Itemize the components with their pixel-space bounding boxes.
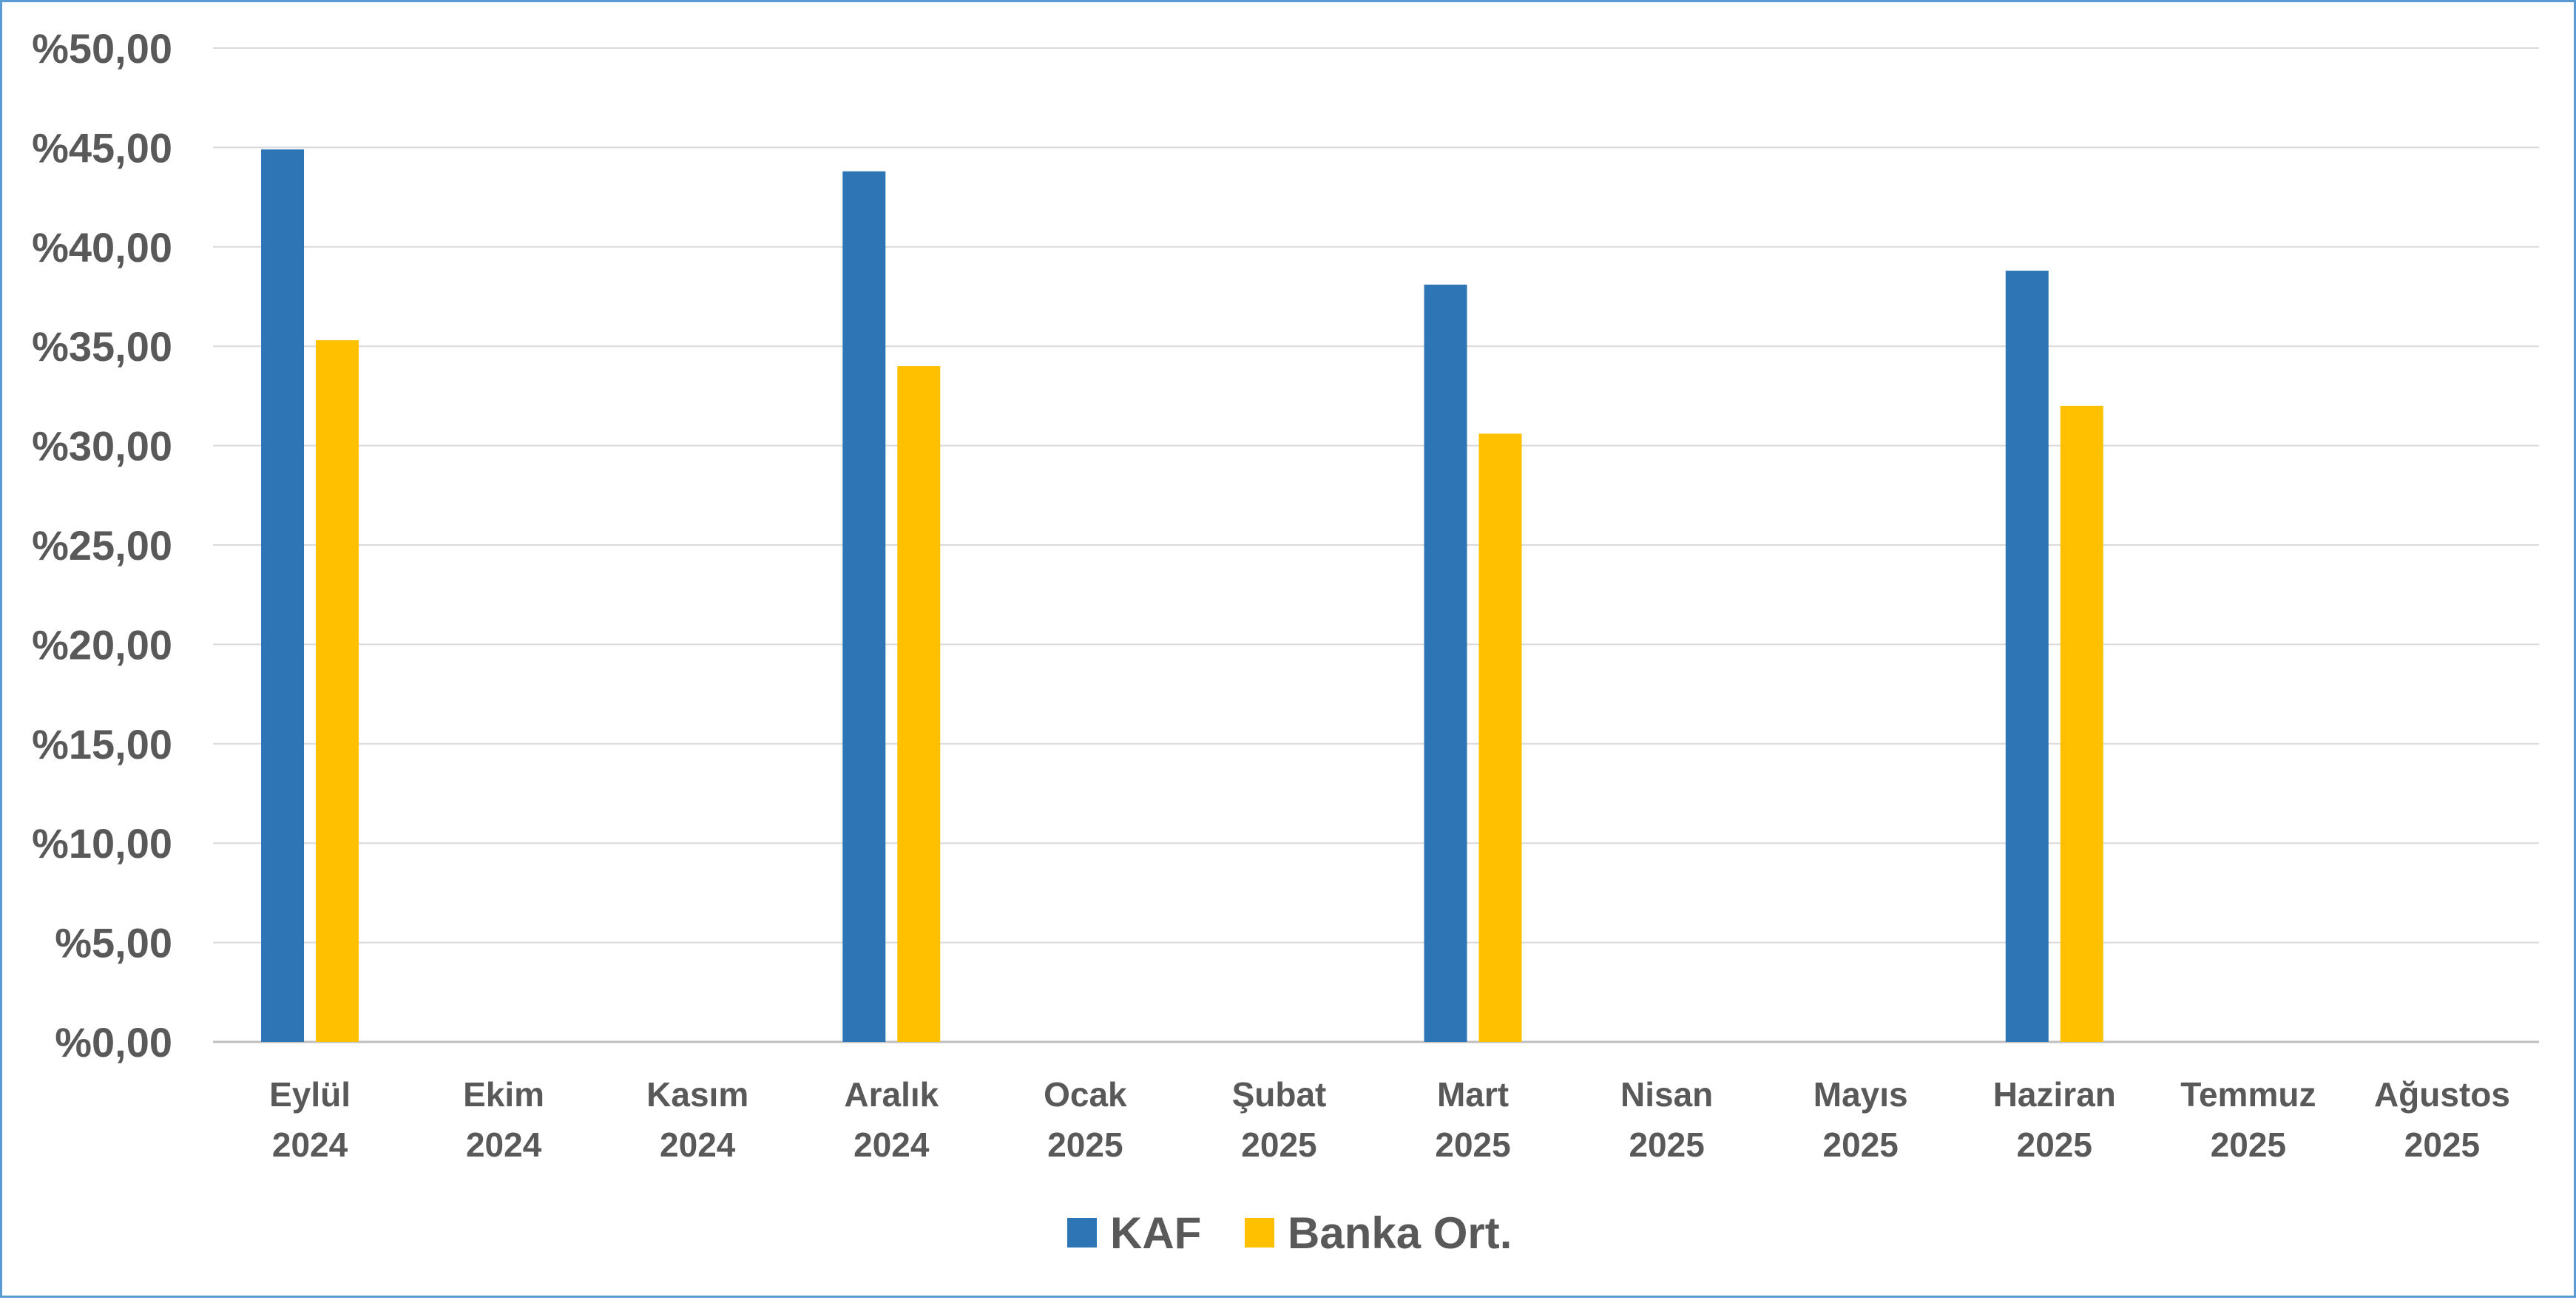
x-tick-year: 2024 <box>853 1125 930 1164</box>
x-tick-label: Ekim 2024 <box>463 1075 544 1164</box>
x-tick-month: Ağustos <box>2374 1075 2510 1114</box>
legend-swatch-kaf <box>1067 1218 1097 1247</box>
x-tick-month: Mayıs <box>1813 1075 1908 1114</box>
bar-banka-ort <box>1478 433 1522 1042</box>
bar-kaf <box>1424 284 1467 1042</box>
x-axis-tick-labels: Eylül 2024 Ekim 2024 Kasım 2024 Aralık 2024 Ocak… <box>269 1075 2510 1164</box>
gridlines <box>213 47 2539 1043</box>
y-tick-label: %50,00 <box>32 25 172 72</box>
y-tick-label: %30,00 <box>32 423 172 470</box>
x-tick-month: Kasım <box>646 1075 748 1114</box>
x-tick-year: 2025 <box>1823 1125 1899 1164</box>
x-tick-label: Mayıs 2025 <box>1813 1075 1908 1164</box>
x-tick-label: Şubat 2025 <box>1232 1075 1327 1164</box>
y-tick-label: %45,00 <box>32 124 172 171</box>
legend-label-banka-ort: Banka Ort. <box>1288 1208 1512 1258</box>
bar-kaf <box>261 149 305 1042</box>
x-tick-month: Haziran <box>1993 1075 2116 1114</box>
y-tick-label: %10,00 <box>32 820 172 867</box>
y-tick-label: %25,00 <box>32 522 172 569</box>
x-tick-year: 2025 <box>2017 1125 2092 1164</box>
bar-kaf <box>2005 271 2049 1042</box>
x-tick-year: 2024 <box>660 1125 736 1164</box>
x-tick-month: Ekim <box>463 1075 544 1114</box>
bar-banka-ort <box>2060 405 2103 1042</box>
x-tick-label: Kasım 2024 <box>646 1075 748 1164</box>
y-tick-label: %5,00 <box>55 920 172 966</box>
x-tick-label: Ağustos 2025 <box>2374 1075 2510 1164</box>
x-tick-label: Mart 2025 <box>1435 1075 1510 1164</box>
bar-banka-ort <box>316 340 359 1042</box>
x-tick-year: 2025 <box>1047 1125 1123 1164</box>
y-tick-label: %20,00 <box>32 621 172 668</box>
x-tick-month: Aralık <box>844 1075 939 1114</box>
x-tick-month: Şubat <box>1232 1075 1327 1114</box>
x-tick-month: Temmuz <box>2180 1075 2316 1114</box>
x-tick-year: 2025 <box>1241 1125 1316 1164</box>
y-axis-tick-labels: %0,00 %5,00 %10,00 %15,00 %20,00 %25,00 %30,00… <box>32 25 172 1066</box>
x-tick-year: 2025 <box>2404 1125 2480 1164</box>
x-tick-year: 2025 <box>2211 1125 2286 1164</box>
x-tick-year: 2024 <box>466 1125 542 1164</box>
y-tick-label: %40,00 <box>32 224 172 271</box>
y-tick-label: %0,00 <box>55 1019 172 1066</box>
x-tick-label: Eylül 2024 <box>269 1075 351 1164</box>
bars <box>261 149 2103 1043</box>
x-tick-label: Haziran 2025 <box>1993 1075 2116 1164</box>
x-tick-year: 2025 <box>1629 1125 1704 1164</box>
x-tick-month: Ocak <box>1044 1075 1127 1114</box>
x-tick-month: Nisan <box>1620 1075 1713 1114</box>
y-tick-label: %15,00 <box>32 721 172 768</box>
x-tick-month: Eylül <box>269 1075 351 1114</box>
bar-banka-ort <box>897 366 941 1043</box>
bar-kaf <box>842 171 886 1042</box>
y-tick-label: %35,00 <box>32 323 172 370</box>
x-tick-label: Temmuz 2025 <box>2180 1075 2316 1164</box>
x-tick-label: Aralık 2024 <box>844 1075 939 1164</box>
x-tick-month: Mart <box>1437 1075 1509 1114</box>
legend: KAF Banka Ort. <box>1067 1208 1512 1258</box>
x-tick-label: Nisan 2025 <box>1620 1075 1713 1164</box>
x-tick-year: 2024 <box>272 1125 348 1164</box>
x-tick-year: 2025 <box>1435 1125 1510 1164</box>
legend-label-kaf: KAF <box>1110 1208 1201 1258</box>
x-tick-label: Ocak 2025 <box>1044 1075 1127 1164</box>
legend-swatch-banka-ort <box>1245 1218 1274 1247</box>
